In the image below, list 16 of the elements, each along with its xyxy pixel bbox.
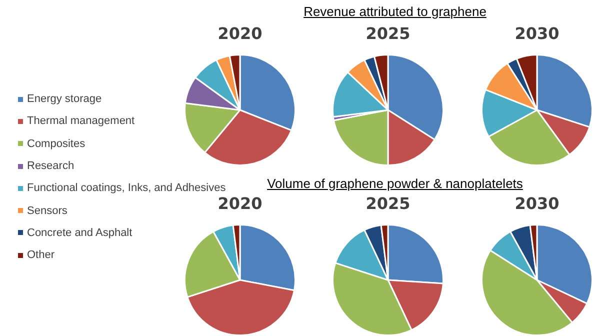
legend-label: Functional coatings, Inks, and Adhesives [27,182,226,194]
legend-label: Thermal management [27,115,135,128]
chart-title: 2030 [514,24,560,43]
chart-title: 2030 [514,194,560,213]
chart-title: 2025 [364,194,412,213]
chart-title: 2025 [364,24,412,43]
chart-subtitle: Revenue attributed to graphene [302,4,488,19]
chart-title: 2020 [216,194,264,213]
legend-label: Energy storage [27,93,102,106]
legend-label: Sensors [27,204,68,217]
legend-label: Composites [27,138,86,150]
legend-label: Research [27,160,74,172]
legend-label: Concrete and Asphalt [27,226,132,239]
chart-subtitle: Volume of graphene powder & nanoplatelets [266,176,524,191]
legend-label: Other [27,249,55,262]
chart-title: 2020 [216,24,264,43]
